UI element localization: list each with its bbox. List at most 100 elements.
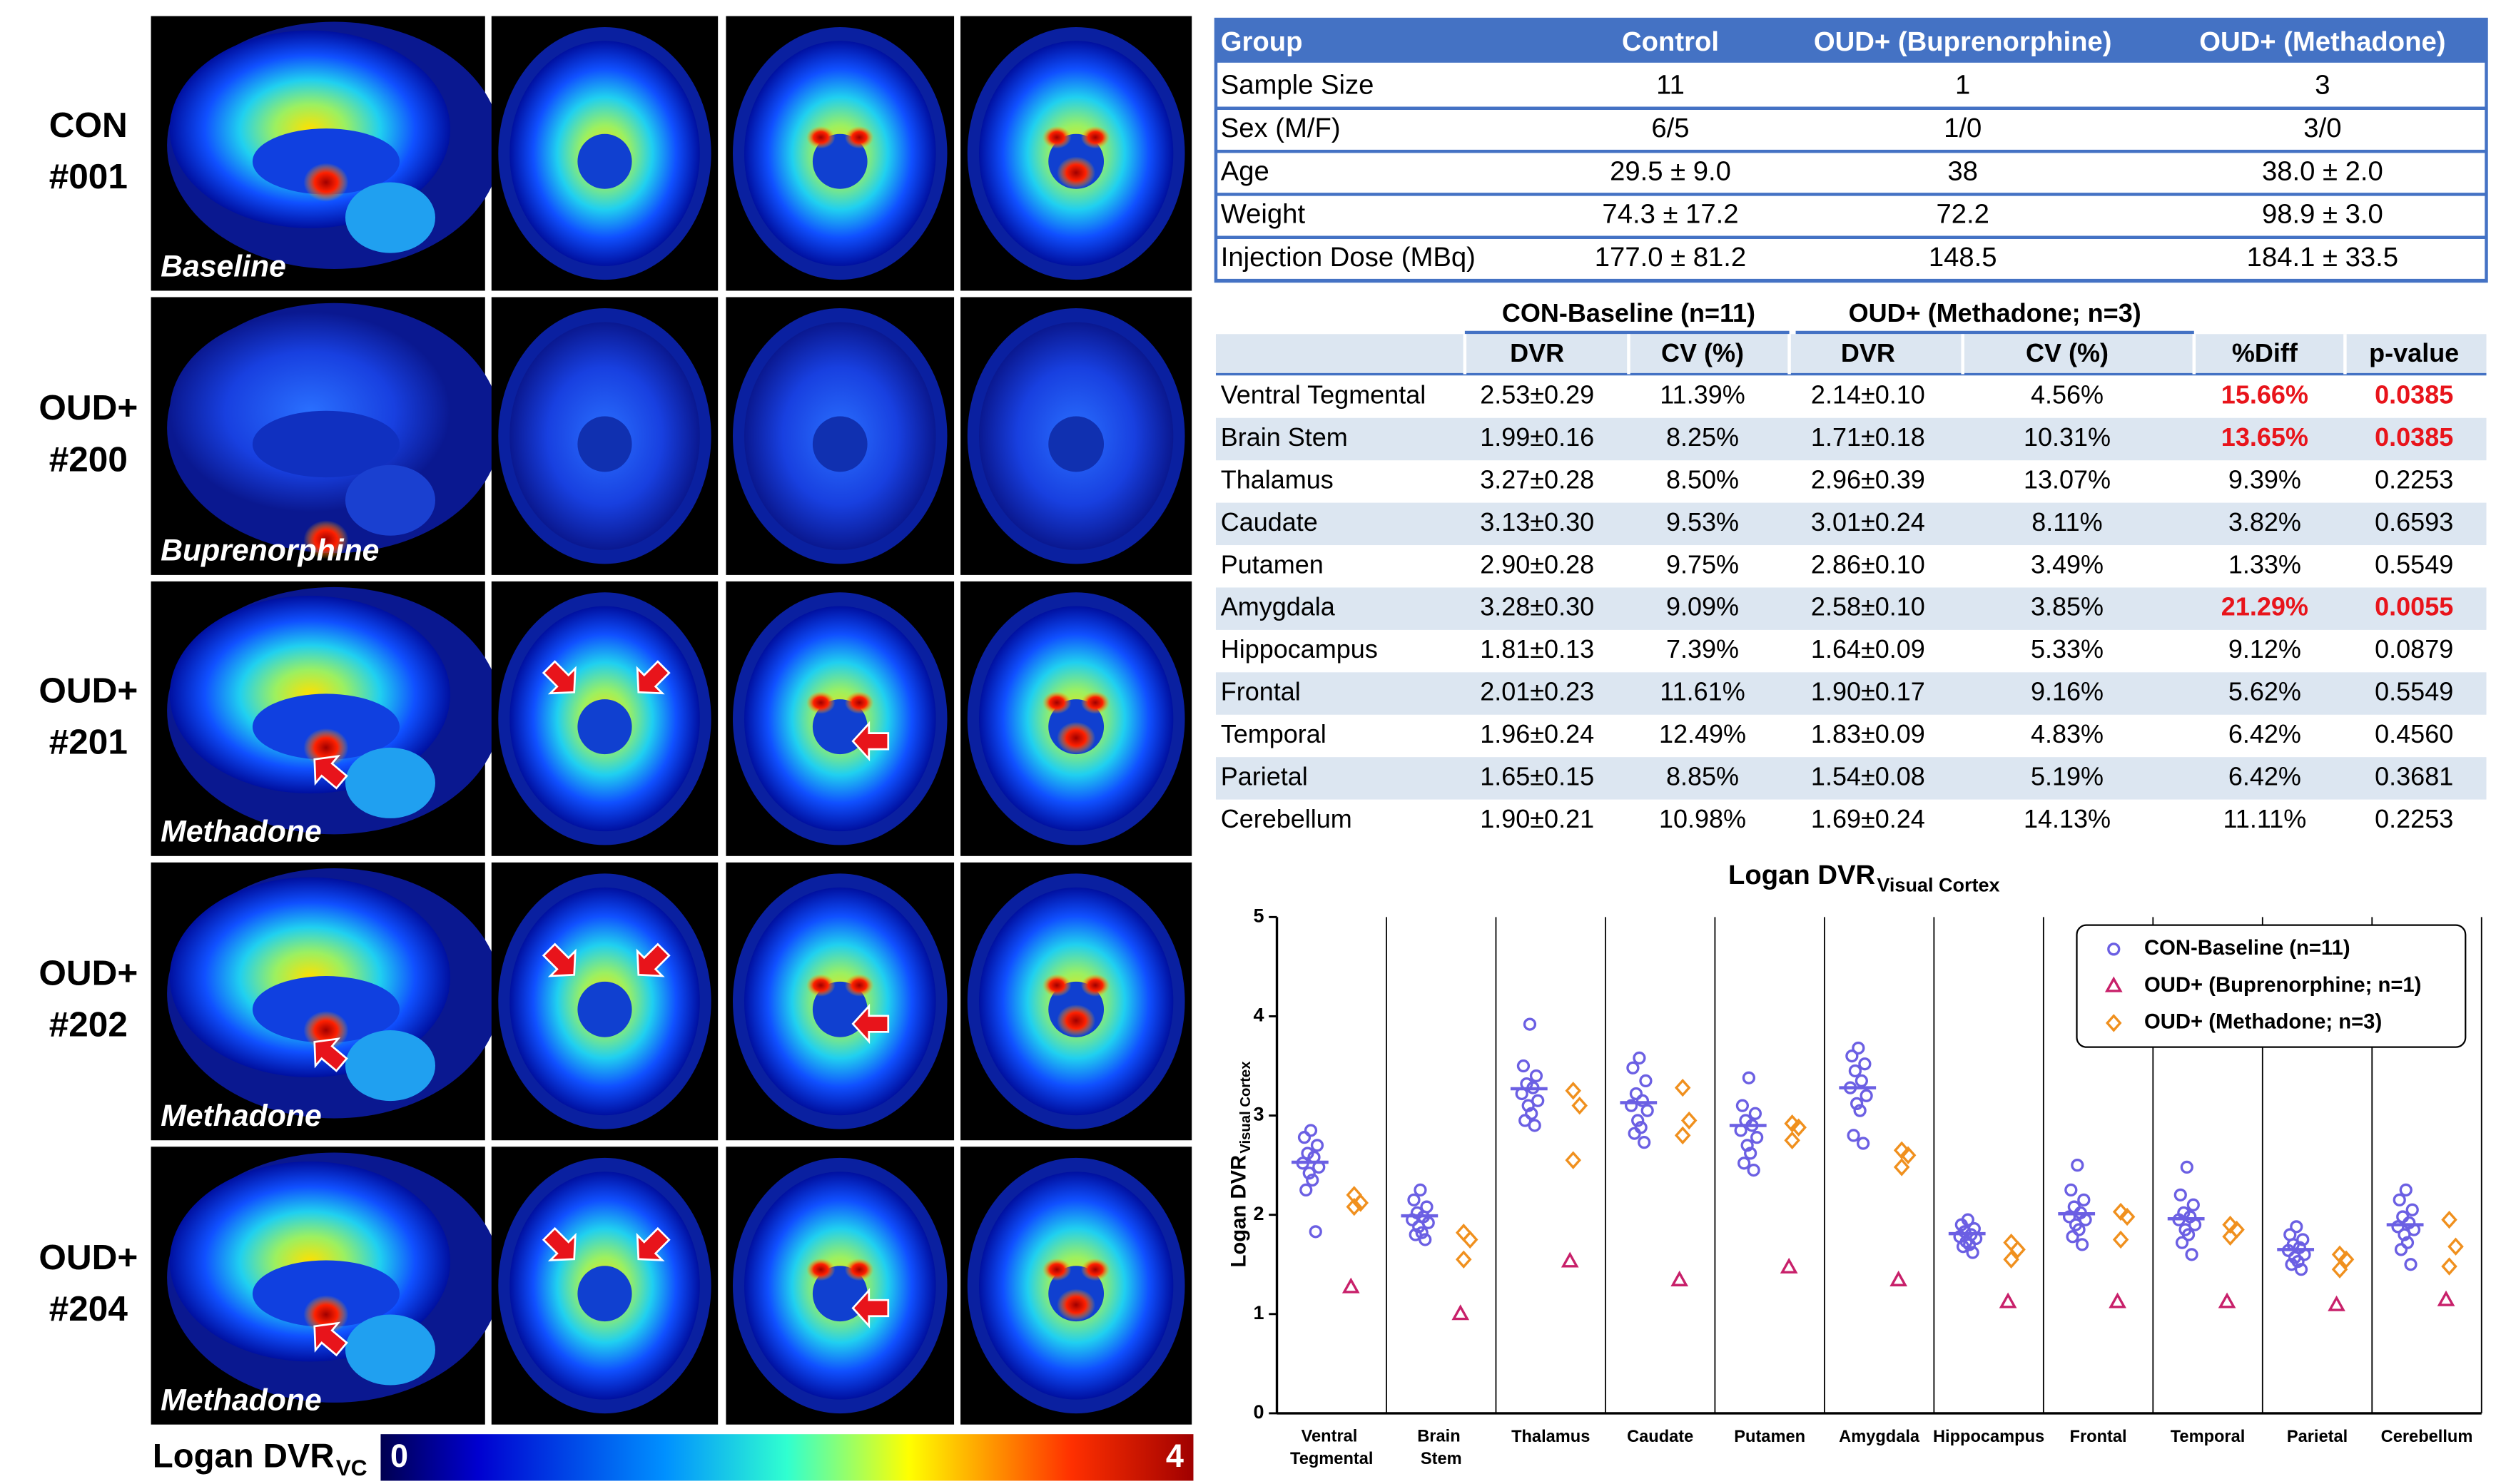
table-cell: 2.14±0.10	[1811, 380, 1925, 410]
table-cell: 8.25%	[1666, 422, 1739, 452]
table-cell: 3.82%	[2228, 507, 2301, 537]
table-cell: 2.86±0.10	[1811, 549, 1925, 579]
table-cell: 5.19%	[2031, 761, 2104, 791]
table-cell: 9.39%	[2228, 464, 2301, 494]
point	[1848, 1064, 1862, 1078]
colorbar-subscript: VC	[336, 1455, 367, 1480]
y-tick-label: 4	[1253, 1005, 1264, 1026]
table-cell: Weight	[1221, 199, 1306, 230]
hot-spot	[303, 163, 349, 202]
point	[1845, 1049, 1859, 1063]
point	[2441, 1257, 2457, 1276]
point	[1640, 1104, 1654, 1117]
point	[1853, 1104, 1867, 1117]
hot-spot	[1057, 1289, 1096, 1321]
hot-spot	[1042, 691, 1072, 714]
row-id: #204	[49, 1289, 128, 1328]
point	[1999, 1292, 2017, 1308]
point	[1529, 1069, 1543, 1083]
table-cell: 11	[1656, 70, 1685, 101]
point	[1956, 1240, 1970, 1254]
point	[2077, 1193, 2091, 1206]
arrow	[542, 942, 577, 977]
point	[2400, 1236, 2415, 1249]
table-cell: 1.54±0.08	[1811, 761, 1925, 791]
point	[2290, 1220, 2303, 1234]
point	[1966, 1246, 1979, 1259]
point	[2009, 1240, 2026, 1259]
row-id: #202	[49, 1005, 128, 1045]
ventricle	[252, 693, 400, 760]
region-name: Amygdala	[1221, 592, 1336, 621]
point	[1565, 1151, 1581, 1169]
row-group: OUD+	[39, 954, 138, 993]
x-tick-label: Brain Stem	[1417, 1428, 1465, 1469]
point	[1790, 1118, 1807, 1137]
point	[1523, 1017, 1537, 1031]
point	[2180, 1160, 2193, 1174]
point	[2338, 1250, 2355, 1269]
table-cell: 3.27±0.28	[1480, 464, 1594, 494]
colorbar-min: 0	[390, 1438, 408, 1474]
group-header: CON-Baseline (n=11)	[1502, 298, 1755, 327]
table-cell: 1.65±0.15	[1480, 761, 1594, 791]
point	[2218, 1292, 2236, 1308]
arrow	[636, 942, 671, 977]
point	[1670, 1270, 1689, 1286]
column-header: CV (%)	[1661, 338, 1744, 367]
point	[1415, 1226, 1429, 1239]
y-axis-label: Logan DVR	[1227, 1155, 1250, 1268]
point	[1893, 1158, 1910, 1176]
region-name: Temporal	[1221, 719, 1326, 748]
point	[1407, 1193, 1421, 1206]
point	[2186, 1198, 2200, 1211]
point	[2447, 1237, 2464, 1256]
region-name: Cerebellum	[1221, 804, 1352, 833]
table-cell: 0.4560	[2375, 719, 2453, 748]
region-name: Frontal	[1221, 677, 1301, 706]
table-cell: 12.49%	[1659, 719, 1746, 748]
table-cell: 1.96±0.24	[1480, 719, 1594, 748]
row-id: #001	[49, 157, 128, 196]
table-cell: 3.85%	[2031, 592, 2104, 621]
cerebellum	[345, 464, 436, 536]
point	[1858, 1057, 1872, 1071]
arrow	[313, 754, 348, 790]
point	[1747, 1163, 1760, 1177]
point	[1860, 1089, 1873, 1102]
region-name: Hippocampus	[1221, 634, 1378, 664]
point	[2003, 1233, 2019, 1252]
point	[1850, 1097, 1864, 1110]
table-cell: 1.64±0.09	[1811, 634, 1925, 664]
table-cell: 6.42%	[2228, 719, 2301, 748]
x-tick-label: Parietal	[2287, 1428, 2348, 1446]
region-name: Putamen	[1221, 549, 1324, 579]
x-tick-label: Ventral Tegmental	[1290, 1428, 1373, 1469]
arrow	[851, 1003, 890, 1045]
image-caption: Methadone	[161, 815, 322, 849]
point	[1561, 1251, 1579, 1268]
point	[1847, 1129, 1860, 1142]
table-cell: 0.2253	[2375, 804, 2453, 833]
image-caption: Methadone	[161, 1099, 322, 1133]
x-tick-label: Frontal	[2070, 1428, 2127, 1446]
arrow	[313, 1037, 348, 1072]
point	[1346, 1197, 1363, 1216]
point	[2394, 1243, 2408, 1256]
arrow	[636, 660, 671, 695]
row-band	[1215, 502, 2487, 546]
table-cell: 0.6593	[2375, 507, 2453, 537]
row-id: #201	[49, 722, 128, 761]
row-group: OUD+	[39, 1238, 138, 1277]
point	[1744, 1147, 1757, 1160]
table-cell: 13.65%	[2221, 422, 2308, 452]
point	[1889, 1270, 1907, 1286]
table-cell: 3.01±0.24	[1811, 507, 1925, 537]
table-cell: 0.3681	[2375, 761, 2453, 791]
arrow	[851, 1288, 890, 1328]
table-cell: 2.90±0.28	[1480, 549, 1594, 579]
row-id: #200	[49, 439, 128, 479]
table-cell: 2.01±0.23	[1480, 677, 1594, 706]
